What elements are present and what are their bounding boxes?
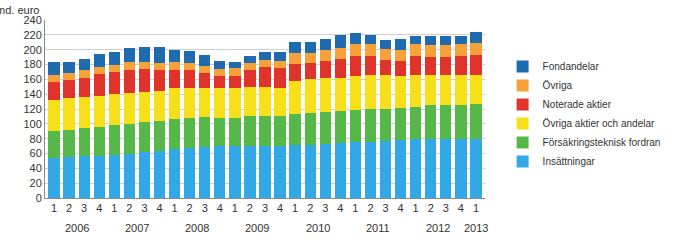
svg-text:2: 2 xyxy=(428,202,434,214)
svg-text:2009: 2009 xyxy=(245,222,269,234)
svg-text:1: 1 xyxy=(352,202,358,214)
svg-text:md. euro: md. euro xyxy=(0,4,39,16)
svg-text:2013: 2013 xyxy=(464,222,488,234)
svg-text:3: 3 xyxy=(81,202,87,214)
svg-text:Övriga aktier och andelar: Övriga aktier och andelar xyxy=(543,118,655,129)
svg-text:40: 40 xyxy=(30,162,42,174)
svg-text:2007: 2007 xyxy=(125,222,149,234)
svg-text:2011: 2011 xyxy=(366,222,390,234)
svg-text:1: 1 xyxy=(111,202,117,214)
svg-text:4: 4 xyxy=(156,202,162,214)
svg-text:3: 3 xyxy=(202,202,208,214)
svg-text:140: 140 xyxy=(23,88,41,100)
svg-text:Noterade aktier: Noterade aktier xyxy=(543,99,612,110)
svg-text:4: 4 xyxy=(217,202,223,214)
svg-text:4: 4 xyxy=(398,202,404,214)
svg-text:1: 1 xyxy=(473,202,479,214)
svg-text:4: 4 xyxy=(277,202,283,214)
svg-text:3: 3 xyxy=(382,202,388,214)
svg-text:Insättningar: Insättningar xyxy=(543,156,596,167)
svg-text:2: 2 xyxy=(307,202,313,214)
svg-text:4: 4 xyxy=(458,202,464,214)
svg-text:2006: 2006 xyxy=(65,222,89,234)
svg-text:20: 20 xyxy=(30,177,42,189)
svg-text:0: 0 xyxy=(36,192,42,204)
svg-text:2: 2 xyxy=(126,202,132,214)
svg-text:Försäkringsteknisk fordran: Försäkringsteknisk fordran xyxy=(543,137,661,148)
svg-text:60: 60 xyxy=(30,147,42,159)
svg-text:200: 200 xyxy=(23,44,41,56)
svg-text:2: 2 xyxy=(367,202,373,214)
svg-text:2012: 2012 xyxy=(426,222,450,234)
svg-text:Fondandelar: Fondandelar xyxy=(543,61,600,72)
svg-text:2010: 2010 xyxy=(306,222,330,234)
svg-text:3: 3 xyxy=(322,202,328,214)
svg-text:1: 1 xyxy=(413,202,419,214)
svg-text:220: 220 xyxy=(23,29,41,41)
svg-text:1: 1 xyxy=(51,202,57,214)
svg-text:4: 4 xyxy=(337,202,343,214)
svg-text:180: 180 xyxy=(23,58,41,70)
svg-text:120: 120 xyxy=(23,103,41,115)
svg-text:100: 100 xyxy=(23,118,41,130)
svg-text:Övriga: Övriga xyxy=(543,80,573,91)
svg-text:1: 1 xyxy=(232,202,238,214)
svg-text:3: 3 xyxy=(141,202,147,214)
svg-text:4: 4 xyxy=(96,202,102,214)
svg-text:80: 80 xyxy=(30,133,42,145)
svg-text:2008: 2008 xyxy=(185,222,209,234)
svg-text:1: 1 xyxy=(172,202,178,214)
svg-text:2: 2 xyxy=(66,202,72,214)
svg-text:1: 1 xyxy=(292,202,298,214)
svg-text:2: 2 xyxy=(187,202,193,214)
svg-text:3: 3 xyxy=(443,202,449,214)
svg-text:160: 160 xyxy=(23,73,41,85)
svg-text:240: 240 xyxy=(23,14,41,26)
svg-text:3: 3 xyxy=(262,202,268,214)
svg-text:2: 2 xyxy=(247,202,253,214)
